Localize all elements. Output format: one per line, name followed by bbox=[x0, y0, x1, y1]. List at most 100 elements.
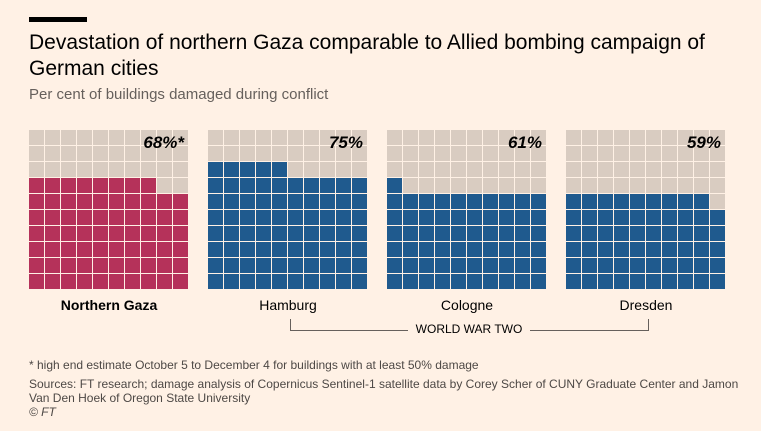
waffle-cell-empty bbox=[320, 130, 335, 145]
waffle-cell-empty bbox=[403, 178, 418, 193]
waffle-cell-empty bbox=[61, 162, 76, 177]
waffle-cell-damaged bbox=[173, 258, 188, 273]
waffle-cologne bbox=[387, 130, 547, 290]
waffle-cell-damaged bbox=[109, 226, 124, 241]
waffle-cell-damaged bbox=[93, 242, 108, 257]
waffle-cell-damaged bbox=[125, 274, 140, 289]
waffle-cell-damaged bbox=[141, 258, 156, 273]
waffle-cell-damaged bbox=[125, 242, 140, 257]
waffle-cell-damaged bbox=[662, 258, 677, 273]
waffle-cell-damaged bbox=[77, 178, 92, 193]
waffle-cell-damaged bbox=[614, 210, 629, 225]
waffle-cell-damaged bbox=[662, 226, 677, 241]
waffle-cell-damaged bbox=[499, 242, 514, 257]
waffle-cell-damaged bbox=[45, 210, 60, 225]
waffle-cell-damaged bbox=[646, 210, 661, 225]
waffle-cell-damaged bbox=[157, 274, 172, 289]
waffle-cell-damaged bbox=[208, 162, 223, 177]
waffle-cell-damaged bbox=[694, 194, 709, 209]
waffle-cell-empty bbox=[419, 146, 434, 161]
waffle-cell-empty bbox=[352, 146, 367, 161]
waffle-cell-damaged bbox=[694, 210, 709, 225]
waffle-cell-damaged bbox=[77, 258, 92, 273]
waffle-cell-damaged bbox=[598, 210, 613, 225]
waffle-cell-empty bbox=[403, 162, 418, 177]
waffle-cell-empty bbox=[272, 130, 287, 145]
waffle-cell-damaged bbox=[678, 258, 693, 273]
waffle-cell-damaged bbox=[256, 194, 271, 209]
waffle-cell-damaged bbox=[45, 274, 60, 289]
waffle-cell-damaged bbox=[224, 210, 239, 225]
waffle-cell-empty bbox=[336, 130, 351, 145]
waffle-cell-damaged bbox=[240, 226, 255, 241]
waffle-cell-empty bbox=[531, 130, 546, 145]
waffle-cell-damaged bbox=[240, 194, 255, 209]
waffle-cell-damaged bbox=[646, 274, 661, 289]
waffle-cell-damaged bbox=[288, 194, 303, 209]
waffle-cell-damaged bbox=[93, 258, 108, 273]
waffle-cell-empty bbox=[256, 146, 271, 161]
waffle-cell-damaged bbox=[467, 242, 482, 257]
waffle-hamburg bbox=[208, 130, 368, 290]
waffle-cell-damaged bbox=[272, 210, 287, 225]
waffle-cell-damaged bbox=[304, 226, 319, 241]
waffle-cell-damaged bbox=[256, 242, 271, 257]
waffle-cell-empty bbox=[499, 178, 514, 193]
waffle-cell-damaged bbox=[45, 258, 60, 273]
waffle-cell-damaged bbox=[157, 242, 172, 257]
waffle-northern-gaza bbox=[29, 130, 189, 290]
waffle-cell-empty bbox=[240, 130, 255, 145]
waffle-cell-empty bbox=[288, 146, 303, 161]
waffle-cell-damaged bbox=[77, 194, 92, 209]
waffle-cell-damaged bbox=[272, 194, 287, 209]
waffle-cell-damaged bbox=[352, 210, 367, 225]
waffle-cell-damaged bbox=[272, 178, 287, 193]
waffle-cell-damaged bbox=[598, 194, 613, 209]
waffle-cell-damaged bbox=[109, 274, 124, 289]
waffle-cell-damaged bbox=[419, 226, 434, 241]
waffle-cell-empty bbox=[678, 162, 693, 177]
waffle-cell-empty bbox=[157, 130, 172, 145]
waffle-cell-damaged bbox=[403, 226, 418, 241]
waffle-cell-damaged bbox=[515, 194, 530, 209]
waffle-cell-damaged bbox=[646, 226, 661, 241]
waffle-cell-empty bbox=[240, 146, 255, 161]
waffle-cell-damaged bbox=[224, 162, 239, 177]
waffle-cell-damaged bbox=[582, 226, 597, 241]
waffle-cell-damaged bbox=[77, 274, 92, 289]
waffle-cell-empty bbox=[125, 146, 140, 161]
waffle-cell-damaged bbox=[240, 274, 255, 289]
waffle-cell-empty bbox=[531, 162, 546, 177]
waffle-cell-damaged bbox=[141, 242, 156, 257]
waffle-cell-damaged bbox=[256, 210, 271, 225]
waffle-cell-empty bbox=[288, 130, 303, 145]
waffle-cell-damaged bbox=[336, 258, 351, 273]
waffle-cell-damaged bbox=[483, 274, 498, 289]
waffle-cell-damaged bbox=[435, 242, 450, 257]
waffle-cell-damaged bbox=[157, 194, 172, 209]
waffle-cell-empty bbox=[710, 178, 725, 193]
waffle-cell-empty bbox=[336, 162, 351, 177]
waffle-cell-damaged bbox=[320, 210, 335, 225]
waffle-cell-damaged bbox=[61, 210, 76, 225]
waffle-cell-damaged bbox=[93, 274, 108, 289]
waffle-cell-damaged bbox=[109, 242, 124, 257]
waffle-cell-damaged bbox=[61, 178, 76, 193]
waffle-cell-empty bbox=[45, 130, 60, 145]
waffle-cell-empty bbox=[614, 146, 629, 161]
waffle-cell-damaged bbox=[435, 210, 450, 225]
waffle-cell-empty bbox=[224, 146, 239, 161]
waffle-cell-empty bbox=[352, 162, 367, 177]
waffle-cell-damaged bbox=[566, 258, 581, 273]
waffle-cell-damaged bbox=[499, 226, 514, 241]
waffle-cell-empty bbox=[173, 178, 188, 193]
waffle-cell-empty bbox=[467, 178, 482, 193]
waffle-cell-empty bbox=[387, 130, 402, 145]
waffle-cell-damaged bbox=[483, 210, 498, 225]
waffle-cell-damaged bbox=[45, 194, 60, 209]
waffle-cell-damaged bbox=[403, 242, 418, 257]
waffle-cell-damaged bbox=[499, 258, 514, 273]
waffle-cell-damaged bbox=[630, 194, 645, 209]
waffle-cell-damaged bbox=[387, 194, 402, 209]
waffle-cell-empty bbox=[515, 130, 530, 145]
